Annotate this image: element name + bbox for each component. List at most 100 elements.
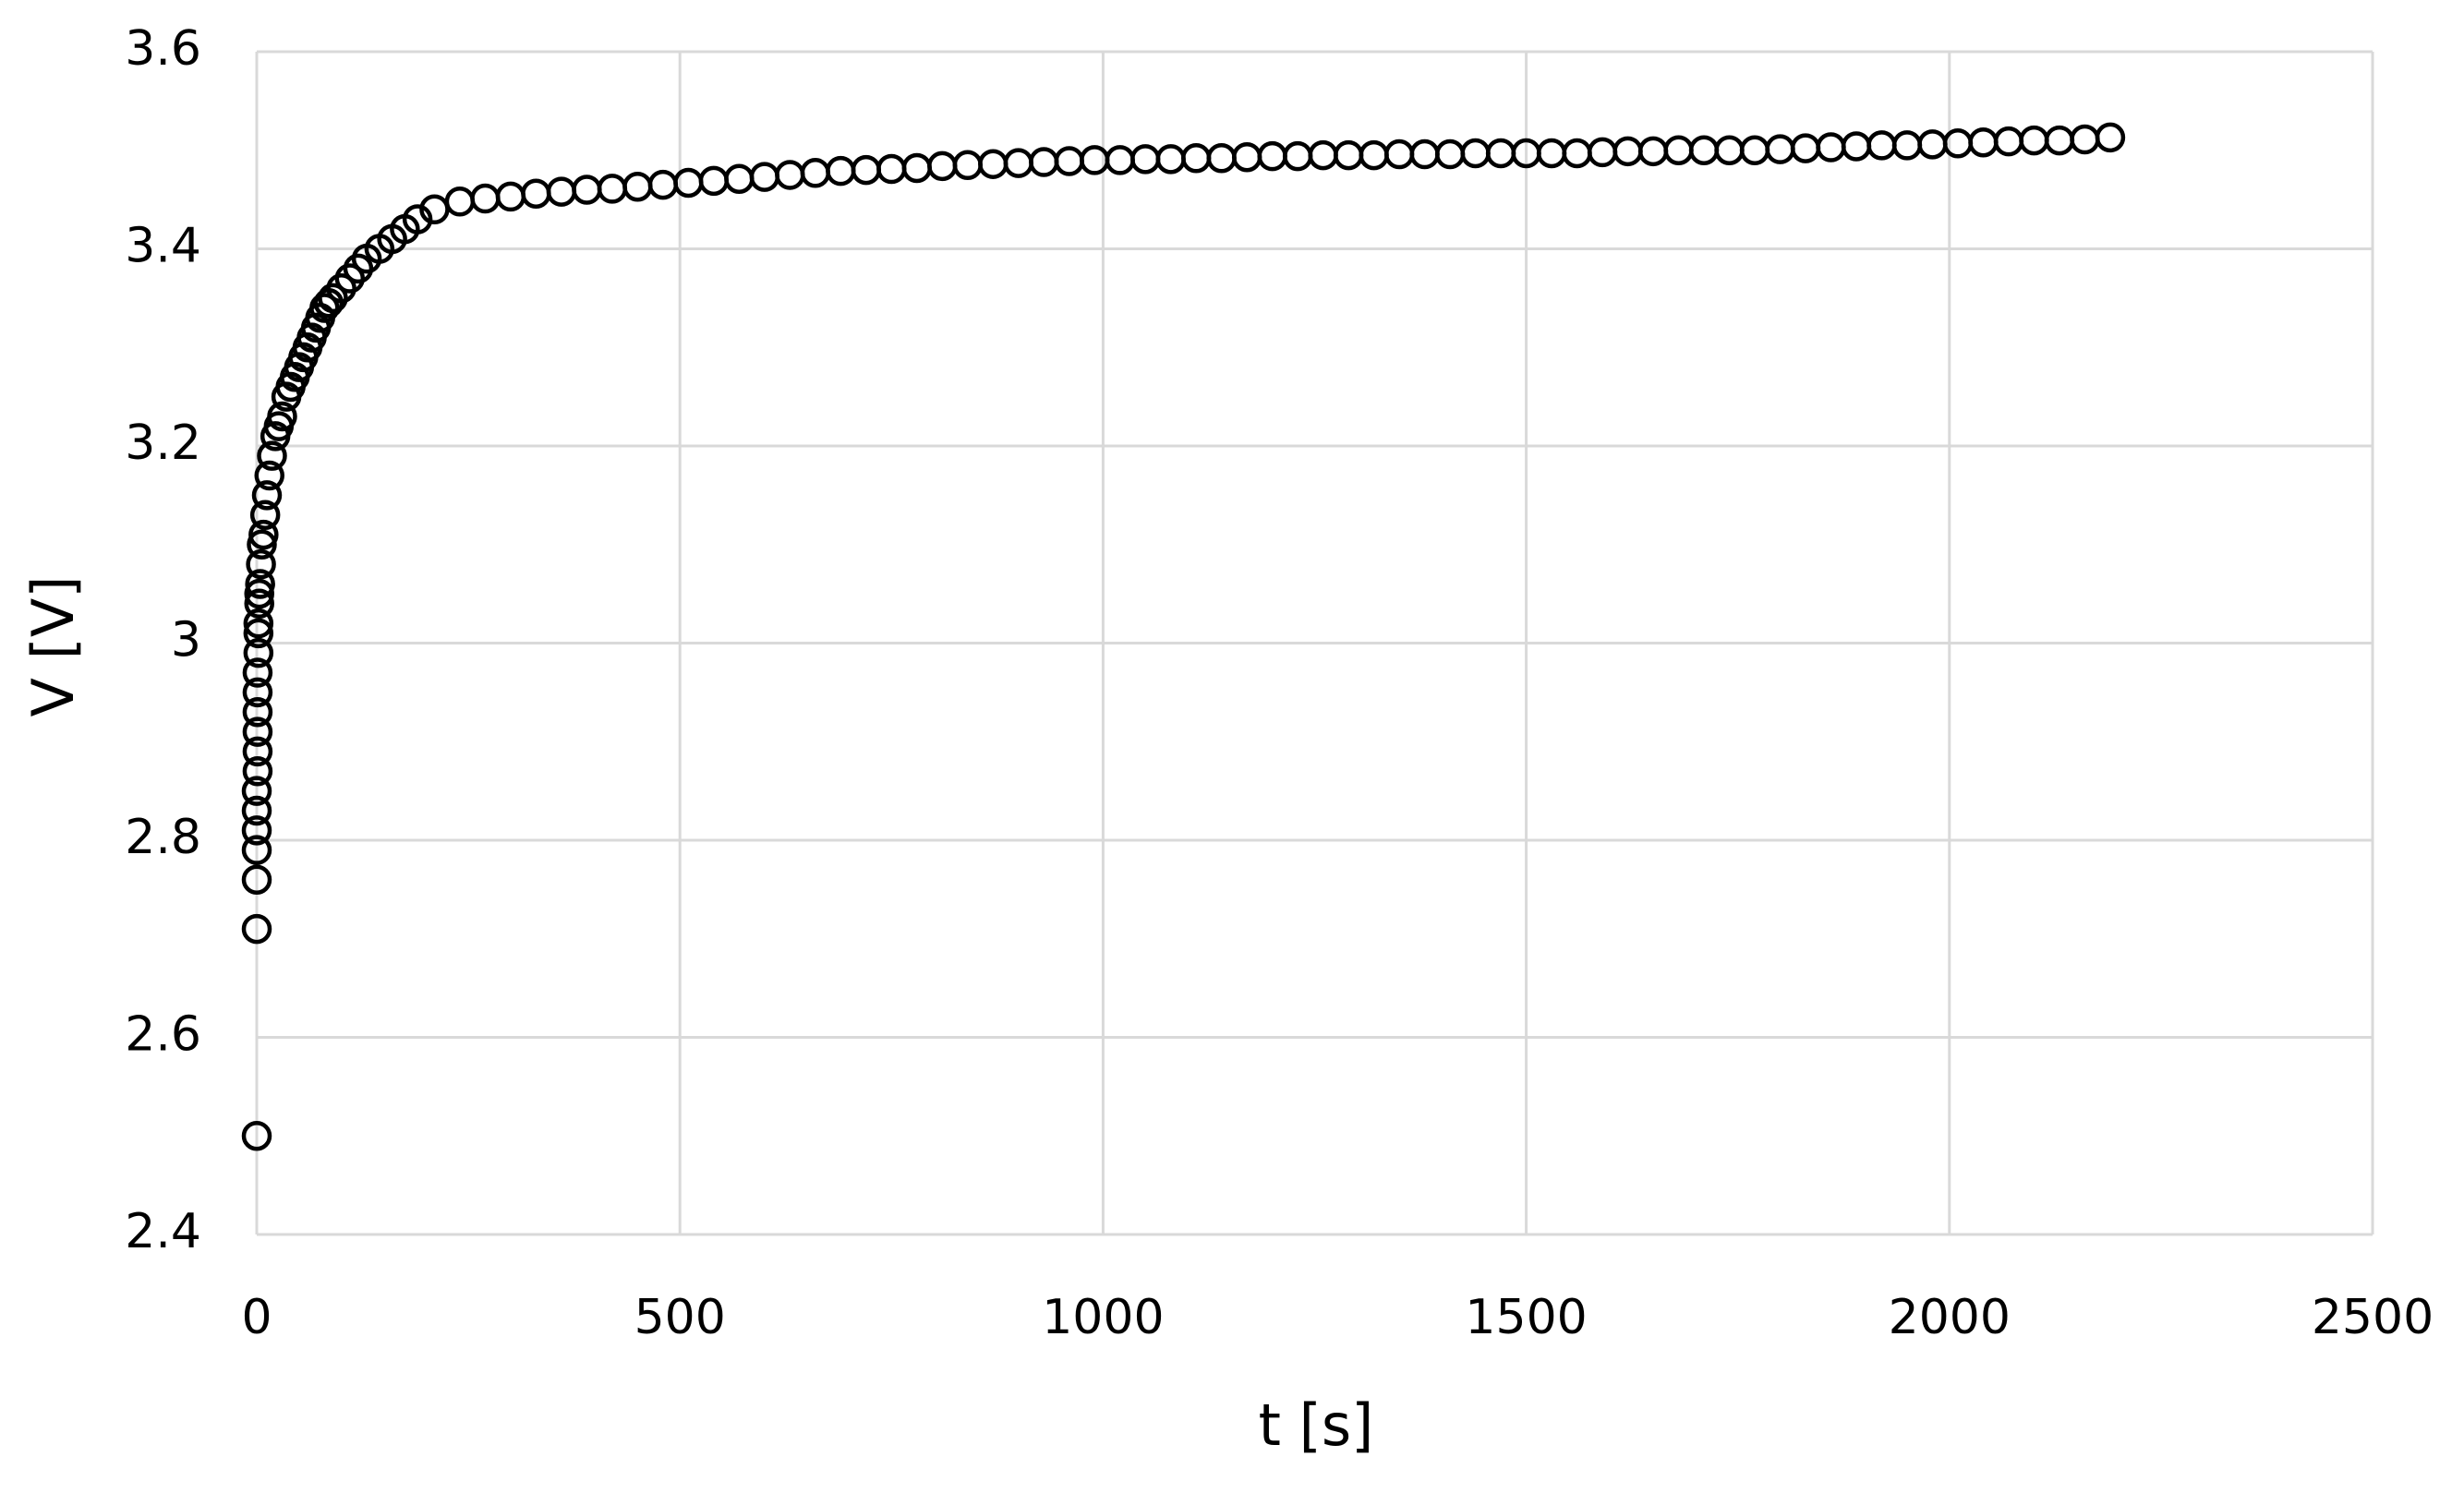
data-point [257, 440, 287, 471]
data-point [1968, 126, 1999, 158]
y-tick-label: 3.2 [125, 415, 201, 471]
data-point [402, 204, 433, 235]
data-point [1993, 126, 2024, 157]
data-point [749, 162, 780, 192]
data-point [495, 181, 526, 212]
data-point [800, 158, 831, 188]
y-tick-label: 2.8 [125, 810, 201, 865]
data-point [241, 795, 272, 826]
data-point [1891, 130, 1923, 161]
data-point [248, 519, 279, 550]
data-point [1739, 135, 1770, 165]
data-point [309, 293, 340, 323]
data-point [1409, 138, 1440, 170]
data-point [952, 150, 984, 181]
data-point [1612, 136, 1643, 167]
data-point [242, 716, 273, 747]
data-point [1155, 144, 1186, 175]
data-point [2044, 125, 2075, 156]
data-point [334, 263, 366, 294]
data-point [444, 187, 476, 217]
data-point [698, 165, 730, 197]
data-point [775, 160, 805, 190]
data-point [243, 618, 274, 649]
data-point [1308, 139, 1338, 171]
x-tick-label: 1000 [1042, 1290, 1164, 1345]
data-point [1383, 138, 1415, 170]
data-point [1359, 139, 1389, 171]
data-point [242, 696, 273, 728]
data-point [724, 163, 755, 194]
y-tick-label: 3.6 [125, 21, 201, 77]
y-tick-label: 3 [171, 613, 201, 668]
data-point [1434, 138, 1466, 170]
data-point [241, 913, 272, 945]
data-point [1333, 139, 1364, 171]
x-tick-label: 500 [634, 1290, 726, 1345]
data-point [241, 776, 272, 806]
data-point [876, 153, 907, 185]
data-point [318, 283, 348, 314]
data-point [1180, 143, 1212, 174]
x-tick-label: 0 [241, 1290, 272, 1345]
data-point [241, 1121, 272, 1151]
data-point [243, 608, 274, 639]
data-point [245, 569, 275, 599]
data-point [1688, 135, 1720, 165]
data-point [1485, 138, 1516, 169]
data-point [267, 401, 297, 432]
y-axis-title: V [V] [19, 576, 87, 717]
data-point [251, 480, 283, 511]
data-point [647, 169, 679, 200]
data-point [1841, 131, 1872, 162]
x-tick-label: 2000 [1889, 1290, 2011, 1345]
data-point [243, 637, 274, 668]
data-point [1029, 147, 1059, 177]
data-point [244, 588, 274, 620]
data-point [521, 178, 551, 209]
data-point [326, 272, 356, 304]
x-tick-label: 1500 [1465, 1290, 1587, 1345]
y-tick-label: 3.4 [125, 219, 201, 274]
data-point [343, 253, 374, 284]
data-point [1105, 145, 1135, 175]
data-point [597, 174, 628, 204]
data-point [1231, 141, 1262, 173]
data-point [1816, 132, 1846, 163]
data-point [242, 756, 273, 787]
data-point [254, 460, 284, 491]
data-point [1790, 133, 1821, 163]
data-point [244, 578, 274, 609]
data-point [622, 171, 653, 202]
data-point [1587, 137, 1618, 168]
data-point [1917, 129, 1948, 160]
data-point [1206, 143, 1237, 174]
data-point [1663, 135, 1694, 165]
data-point [1054, 146, 1084, 176]
data-point [1129, 144, 1161, 175]
data-point [901, 152, 933, 184]
data-point [241, 864, 272, 895]
data-point [242, 657, 273, 688]
data-point [249, 500, 281, 530]
x-tick-label: 2500 [2312, 1290, 2434, 1345]
data-point [2095, 122, 2126, 153]
data-point [1257, 140, 1287, 172]
data-point [978, 149, 1009, 179]
x-axis-title: t [s] [1259, 1391, 1374, 1459]
data-point [2019, 125, 2049, 156]
data-point [1866, 130, 1897, 161]
data-point [241, 815, 272, 846]
data-point [1765, 134, 1795, 164]
data-point [1460, 138, 1491, 169]
data-point [241, 835, 272, 865]
data-point [2070, 124, 2100, 155]
data-point [1562, 138, 1592, 169]
data-point [826, 155, 856, 187]
data-point [242, 736, 273, 767]
data-point [1282, 140, 1313, 172]
data-point [246, 548, 276, 580]
data-point [927, 151, 958, 182]
